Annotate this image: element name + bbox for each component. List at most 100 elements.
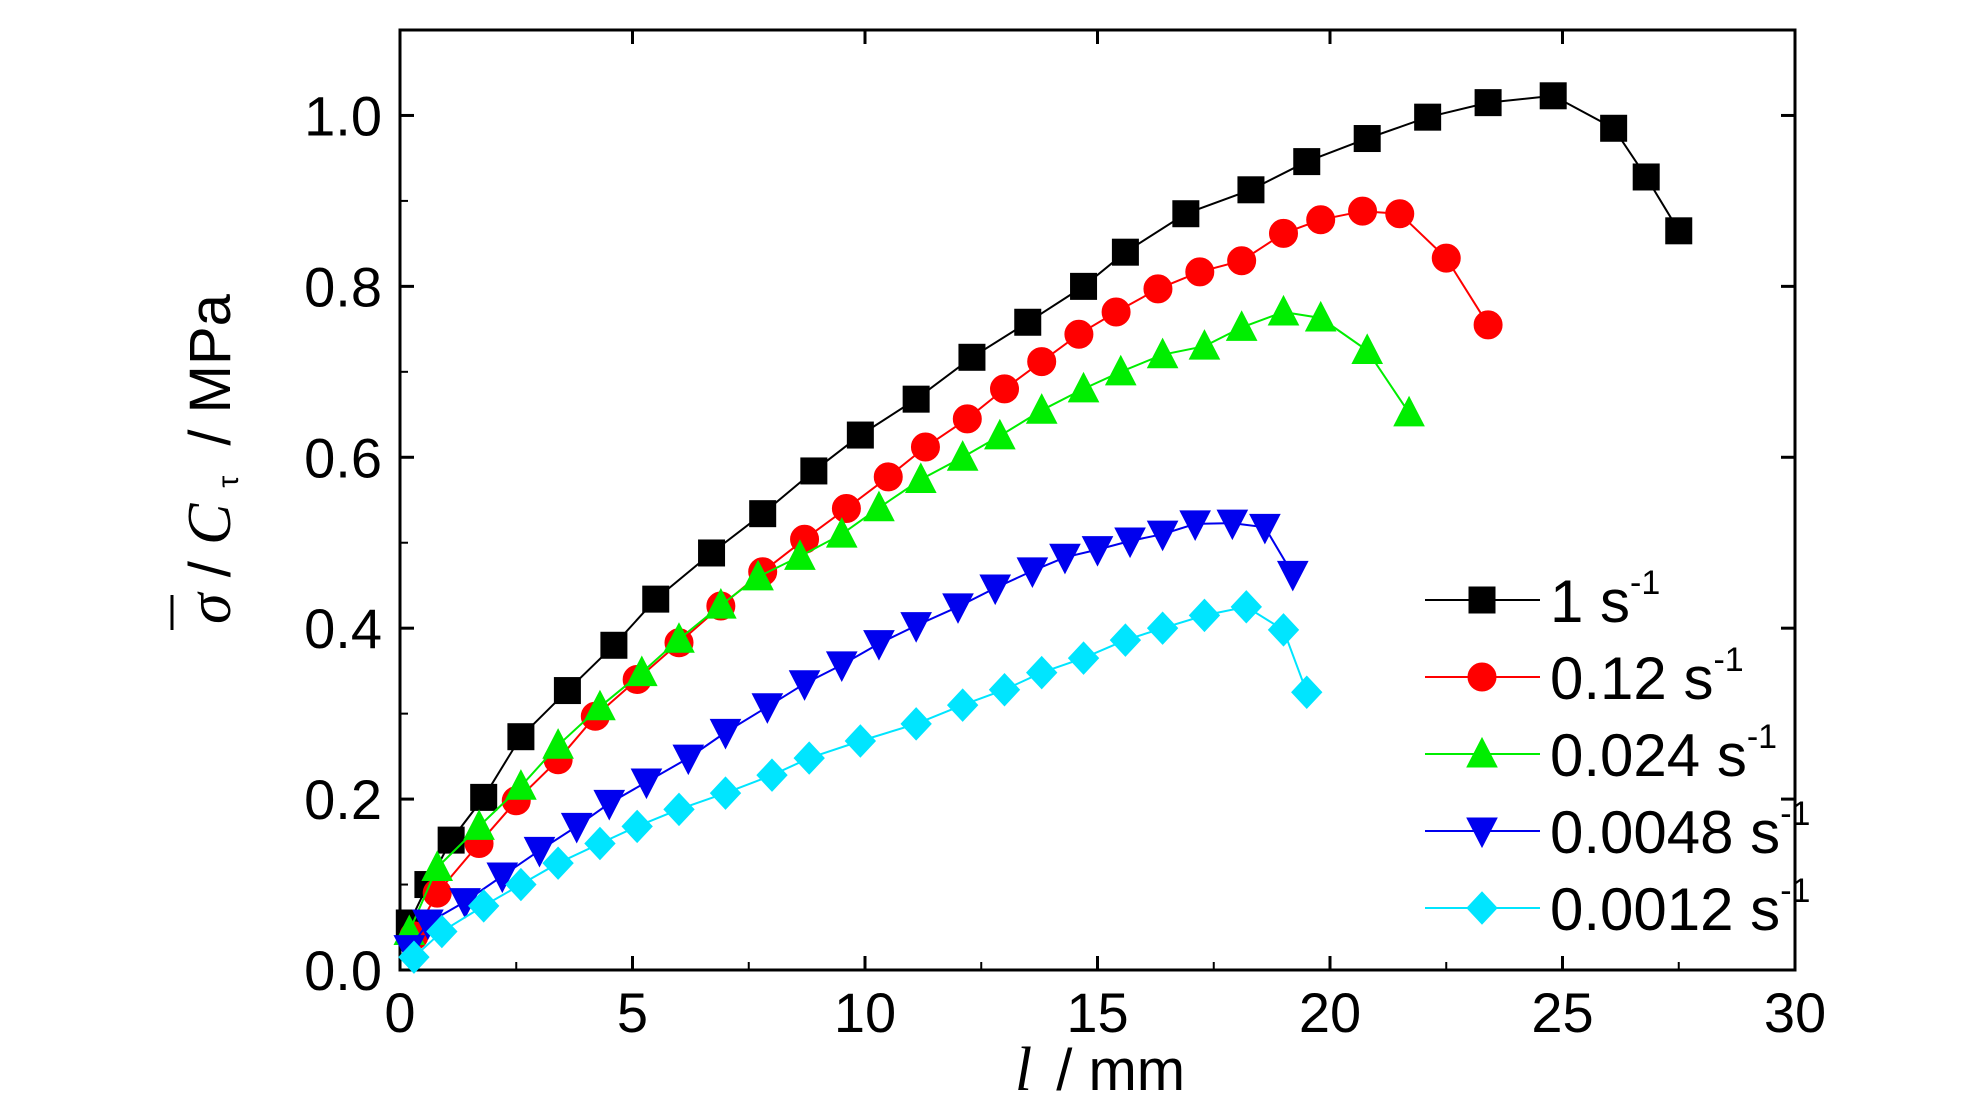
data-point	[1146, 611, 1179, 645]
data-point	[979, 574, 1012, 606]
data-point	[900, 612, 932, 643]
data-point	[663, 792, 695, 827]
legend-item-2: 0.024 s-1	[1425, 718, 1777, 789]
data-point	[1179, 510, 1211, 542]
data-point	[1188, 329, 1221, 360]
legend-marker	[1468, 586, 1496, 614]
data-point	[1249, 513, 1281, 545]
y-axis-unit: / MPa	[178, 293, 243, 445]
data-point	[1385, 199, 1415, 229]
data-point	[1267, 613, 1300, 647]
data-point	[422, 878, 452, 908]
data-point	[863, 490, 895, 522]
data-point	[463, 809, 495, 840]
legend-label-text: 0.12 s	[1550, 645, 1713, 712]
y-tick-label: 0.8	[304, 255, 382, 318]
data-point	[846, 421, 874, 449]
data-point	[1104, 354, 1137, 386]
data-point	[709, 718, 742, 750]
data-point	[625, 655, 658, 687]
legend-label: 0.024 s-1	[1550, 718, 1777, 789]
legend-item-4: 0.0012 s-1	[1425, 872, 1810, 943]
data-point	[1143, 274, 1173, 304]
x-tick-label: 0	[384, 981, 415, 1044]
data-point	[988, 672, 1021, 707]
data-point	[560, 812, 593, 844]
data-point	[709, 776, 742, 810]
data-point	[946, 440, 979, 471]
y-tick-label: 0.6	[304, 426, 382, 489]
data-point	[542, 728, 574, 759]
x-tick-label: 5	[617, 981, 648, 1044]
data-point	[749, 500, 777, 528]
x-axis-unit: / mm	[1056, 1038, 1185, 1103]
data-point	[1109, 623, 1142, 657]
y-tick-label: 0.2	[304, 768, 382, 831]
data-point	[505, 867, 537, 902]
legend-label-text: 0.0012 s	[1550, 876, 1780, 943]
data-point	[1306, 205, 1336, 235]
data-point	[505, 769, 537, 800]
data-point	[1276, 560, 1309, 592]
data-point	[600, 631, 628, 659]
data-point	[1101, 297, 1131, 327]
data-point	[910, 432, 940, 462]
data-point	[1269, 218, 1298, 248]
data-point	[1081, 536, 1114, 567]
series-line	[413, 605, 1308, 958]
legend-label-sup: -1	[1780, 872, 1810, 910]
data-point	[1064, 319, 1094, 349]
y-axis-den: C	[176, 503, 244, 545]
data-point	[1539, 82, 1567, 110]
data-point	[1049, 543, 1081, 575]
data-point	[1027, 347, 1057, 377]
legend-item-3: 0.0048 s-1	[1425, 795, 1810, 866]
data-point	[825, 651, 858, 683]
data-point	[1114, 527, 1146, 559]
y-axis-title-text: σ / C τ / MPa	[176, 293, 251, 624]
legend-label-text: 0.0048 s	[1550, 799, 1780, 866]
data-point	[1111, 238, 1139, 266]
data-point	[751, 693, 784, 724]
y-tick-label: 1.0	[304, 84, 382, 147]
legend-label-sup: -1	[1630, 564, 1660, 602]
y-axis-slash: /	[178, 560, 243, 577]
data-point	[1348, 196, 1378, 226]
x-tick-label: 10	[834, 981, 896, 1044]
data-point	[844, 724, 877, 758]
data-point	[593, 789, 626, 821]
data-point	[952, 404, 982, 434]
data-point	[1172, 200, 1200, 228]
data-point	[1474, 89, 1502, 117]
data-point	[1304, 300, 1337, 332]
data-point	[958, 343, 986, 371]
data-point	[946, 688, 979, 722]
data-point	[1067, 371, 1100, 403]
data-point	[1393, 395, 1425, 427]
legend-marker	[1466, 817, 1498, 849]
legend-label-text: 0.024 s	[1550, 722, 1747, 789]
data-point	[584, 689, 616, 721]
data-point	[1227, 246, 1257, 276]
legend-item-0: 1 s-1	[1425, 564, 1660, 635]
legend-marker	[1466, 891, 1498, 925]
data-point	[553, 677, 581, 705]
data-point	[873, 462, 903, 492]
data-point	[486, 862, 519, 894]
data-point	[902, 385, 930, 413]
data-point	[1414, 103, 1442, 131]
data-point	[1188, 598, 1221, 633]
legend-label-text: 1 s	[1550, 568, 1630, 635]
data-point	[1267, 294, 1300, 326]
data-point	[437, 826, 465, 854]
data-point	[1351, 333, 1384, 364]
data-point	[1632, 163, 1660, 191]
data-point	[698, 539, 726, 567]
y-tick-label: 0.0	[304, 939, 382, 1002]
legend: 1 s-10.12 s-10.024 s-10.0048 s-10.0012 s…	[1425, 564, 1810, 943]
data-point	[663, 622, 695, 653]
data-point	[904, 462, 937, 493]
legend-label: 0.12 s-1	[1550, 641, 1744, 712]
data-point	[1230, 590, 1262, 624]
